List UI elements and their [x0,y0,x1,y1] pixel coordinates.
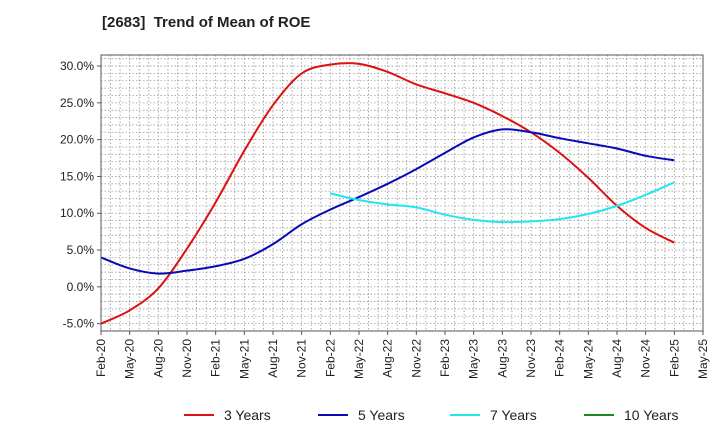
series-line-7-years [330,181,675,224]
plot-frame [100,54,704,332]
chart-title: [2683] Trend of Mean of ROE [102,14,311,31]
x-tick-label: Aug-23 [495,339,509,378]
legend-label-5-years: 5 Years [358,407,405,423]
x-tick-label: Nov-23 [524,339,538,378]
series-lines [100,62,675,325]
grid-lines [100,55,704,332]
x-tick-label: Aug-20 [151,339,165,378]
y-tick-label: 20.0% [60,133,94,147]
x-tick-label: Feb-25 [667,339,681,377]
x-tick-label: Nov-21 [295,339,309,378]
y-tick-label: 15.0% [60,169,94,183]
x-tick-label: Aug-21 [266,339,280,378]
x-tick-label: Aug-22 [381,339,395,378]
y-tick-label: 30.0% [60,59,94,73]
y-tick-label: 0.0% [67,280,95,294]
x-tick-label: May-25 [696,339,710,379]
x-tick-label: May-20 [123,339,137,379]
x-tick-label: May-21 [237,339,251,379]
series-line-3-years [100,62,675,325]
legend: 3 Years 5 Years 7 Years 10 Years [184,407,679,423]
x-tick-label: Feb-20 [94,339,108,377]
y-axis-ticks: -5.0% 0.0% 5.0% 10.0% 15.0% 20.0% 25.0% 30.0% [60,59,101,331]
x-tick-label: Aug-24 [610,339,624,378]
x-tick-label: Nov-22 [409,339,423,378]
x-tick-label: Feb-21 [209,339,223,377]
y-tick-label: 5.0% [67,243,95,257]
x-tick-label: Nov-24 [639,339,653,378]
x-tick-label: Feb-24 [553,339,567,377]
x-tick-label: May-23 [467,339,481,379]
x-tick-label: May-22 [352,339,366,379]
legend-label-7-years: 7 Years [490,407,537,423]
x-tick-label: May-24 [581,339,595,379]
x-tick-label: Feb-23 [438,339,452,377]
series-line-5-years [100,128,675,275]
y-tick-label: -5.0% [63,317,95,331]
x-tick-label: Feb-22 [323,339,337,377]
legend-label-10-years: 10 Years [624,407,679,423]
legend-label-3-years: 3 Years [224,407,271,423]
y-tick-label: 10.0% [60,206,94,220]
x-axis-ticks: Feb-20 May-20 Aug-20 Nov-20 Feb-21 May-21 Aug-… [94,331,710,379]
y-tick-label: 25.0% [60,96,94,110]
x-tick-label: Nov-20 [180,339,194,378]
